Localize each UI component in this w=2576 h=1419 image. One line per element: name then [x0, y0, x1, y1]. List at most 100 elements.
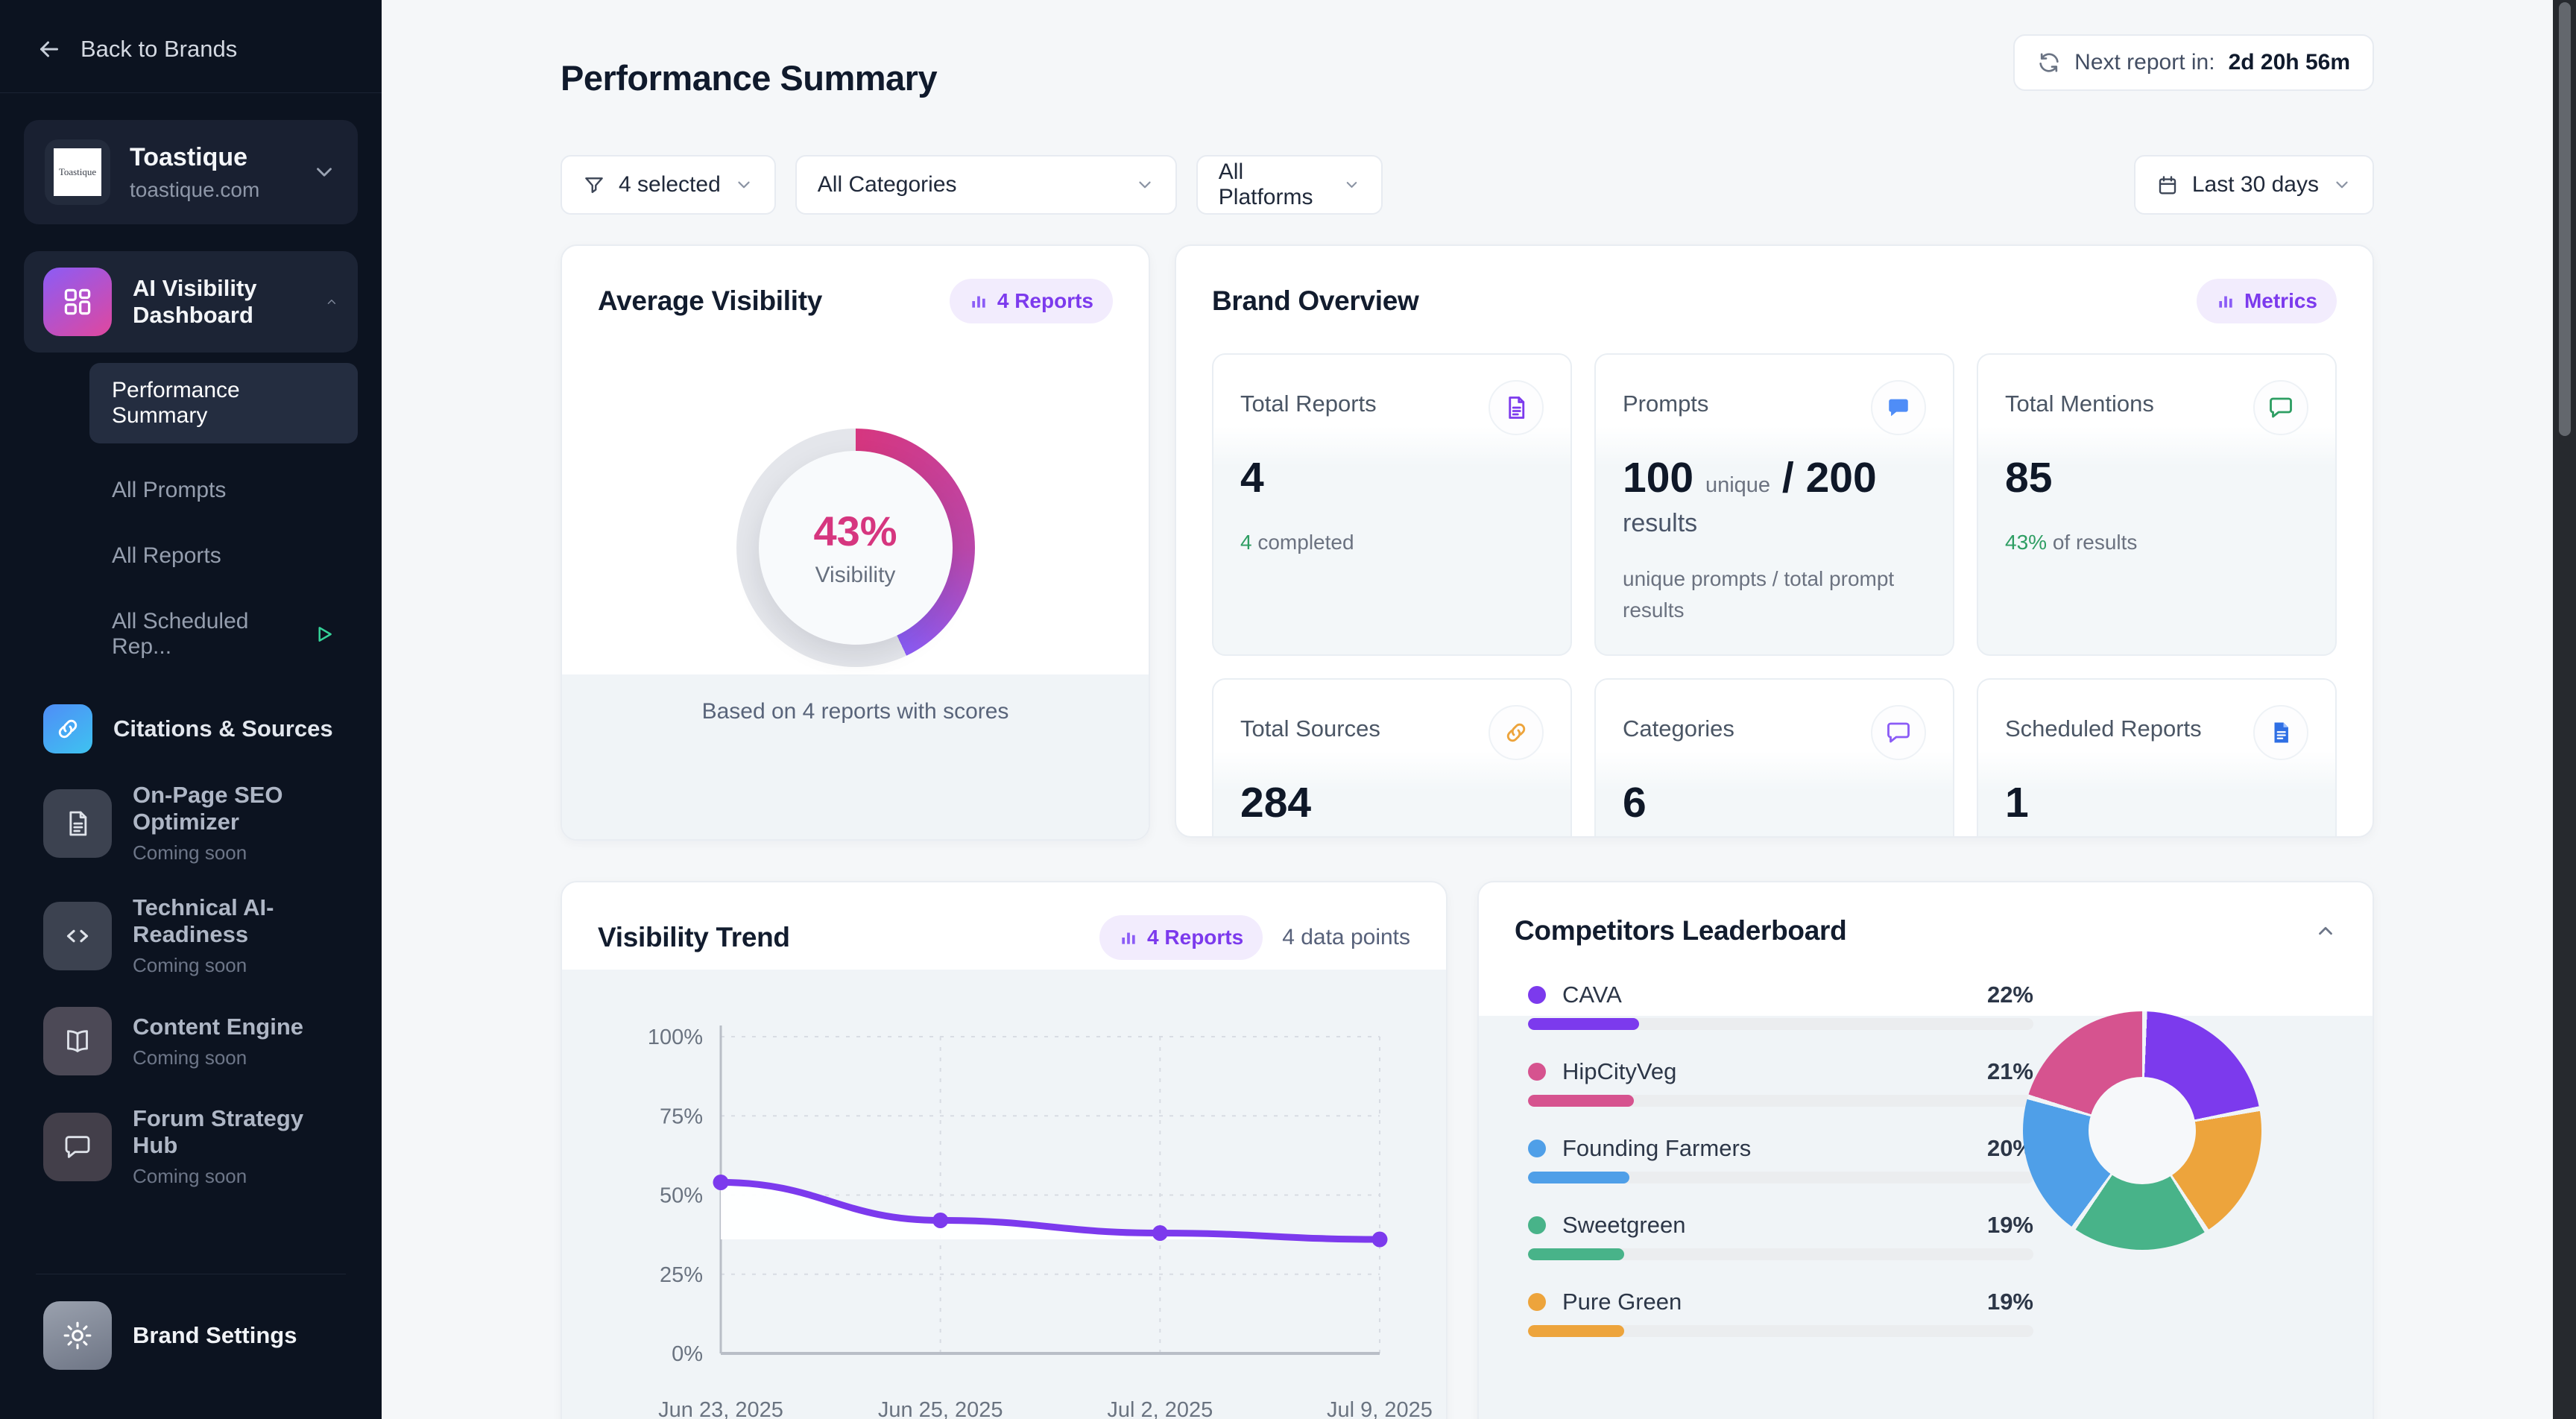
arrow-left-icon	[40, 41, 58, 57]
card-title: Visibility Trend	[598, 921, 790, 952]
link-icon	[43, 704, 92, 753]
legend-dot	[1528, 1062, 1546, 1081]
sidebar-item-label: Brand Settings	[133, 1322, 297, 1348]
svg-text:0%: 0%	[672, 1342, 703, 1366]
competitor-row[interactable]: Founding Farmers 20%	[1528, 1131, 2033, 1183]
card-title: Competitors Leaderboard	[1515, 914, 1847, 946]
legend-dot	[1528, 985, 1546, 1004]
share-bar	[1528, 1248, 2033, 1260]
metrics-badge: Metrics	[2196, 278, 2337, 323]
svg-text:75%: 75%	[660, 1104, 703, 1128]
tool-label: Content Engine	[133, 1013, 304, 1040]
sidebar-item-all-scheduled-reports[interactable]: All Scheduled Rep...	[89, 594, 358, 674]
main-content: Performance Summary Next report in: 2d 2…	[382, 0, 2576, 1419]
tool-label: On-Page SEO Optimizer	[133, 782, 283, 835]
sidebar-item-all-prompts[interactable]: All Prompts	[112, 478, 227, 502]
chat-icon	[43, 1112, 112, 1181]
file-text-icon	[1489, 379, 1544, 435]
chevron-down-icon	[1139, 181, 1151, 189]
dashboard-subnav: Performance Summary All Prompts All Repo…	[89, 363, 358, 685]
tool-status: Coming soon	[133, 954, 247, 976]
sidebar-item-citations-sources[interactable]: Citations & Sources	[24, 698, 358, 759]
tool-status: Coming soon	[133, 841, 247, 864]
stat-tile-total-reports: Total Reports 4 4 completed	[1212, 353, 1572, 656]
stat-tile-total-mentions: Total Mentions 85 43% of results	[1977, 353, 2337, 656]
back-label: Back to Brands	[80, 36, 238, 62]
chevron-down-icon	[317, 168, 332, 177]
stat-tile-categories: Categories 6 unique categories	[1594, 677, 1954, 836]
competitor-row[interactable]: HipCityVeg 21%	[1528, 1055, 2033, 1107]
chevron-down-icon	[738, 181, 750, 189]
card-title: Average Visibility	[598, 285, 823, 316]
categories-select[interactable]: All Categories	[795, 154, 1177, 215]
gauge-value: 43%	[813, 508, 897, 555]
next-report-label: Next report in:	[2074, 50, 2215, 75]
brand-domain: toastique.com	[130, 177, 260, 201]
share-bar	[1528, 1094, 2033, 1107]
categories-value: All Categories	[817, 171, 957, 197]
gear-icon	[43, 1301, 112, 1370]
sidebar-item-technical-ai-readiness[interactable]: Technical AI-Readiness Coming soon	[24, 890, 358, 982]
share-bar	[1528, 1171, 2033, 1183]
funnel-icon	[585, 177, 603, 193]
sidebar-item-ai-visibility-dashboard[interactable]: AI Visibility Dashboard	[24, 251, 358, 353]
svg-text:25%: 25%	[660, 1263, 703, 1287]
chat-icon	[2253, 379, 2308, 435]
visibility-trend-chart: 100% 75% 50% 25% 0% Jun 23, 2025 Jun 25, 2025 J…	[648, 1025, 1433, 1419]
scrollbar-thumb[interactable]	[2559, 2, 2571, 436]
svg-text:100%: 100%	[648, 1025, 703, 1049]
brand-overview-card: Brand Overview Metrics Total Reports	[1175, 244, 2374, 838]
competitors-list: CAVA 22% HipCityVeg 21% Founding Farmers 20…	[1528, 978, 2033, 1362]
back-to-brands[interactable]: Back to Brands	[0, 0, 382, 93]
svg-text:Jun 25, 2025: Jun 25, 2025	[878, 1398, 1003, 1419]
sidebar-item-brand-settings[interactable]: Brand Settings	[24, 1297, 358, 1374]
prompts-filter-button[interactable]: 4 selected	[561, 154, 776, 215]
platforms-select[interactable]: All Platforms	[1196, 154, 1383, 215]
bar-chart-icon	[1122, 932, 1135, 944]
chevron-down-icon	[2336, 181, 2348, 189]
average-visibility-card: Average Visibility 4 Reports 43% Visibil…	[561, 244, 1150, 841]
gauge-label: Visibility	[815, 563, 896, 588]
book-icon	[43, 1007, 112, 1075]
sidebar-item-performance-summary[interactable]: Performance Summary	[89, 363, 358, 443]
gauge-note: Based on 4 reports with scores	[701, 698, 1009, 724]
next-report-card: Next report in: 2d 20h 56m	[2013, 34, 2374, 91]
svg-text:50%: 50%	[660, 1183, 703, 1207]
svg-text:Jun 23, 2025: Jun 23, 2025	[658, 1398, 783, 1419]
sidebar-item-all-reports[interactable]: All Reports	[112, 543, 221, 568]
document-icon	[43, 788, 112, 858]
svg-text:Jul 2, 2025: Jul 2, 2025	[1107, 1398, 1213, 1419]
share-bar	[1528, 1017, 2033, 1030]
competitor-row[interactable]: Sweetgreen 19%	[1528, 1208, 2033, 1260]
sidebar: Back to Brands Toastique Toastique toast…	[0, 0, 382, 1419]
competitor-row[interactable]: Pure Green 19%	[1528, 1285, 2033, 1337]
stat-tile-prompts: Prompts 100 unique / 200 results unique …	[1594, 353, 1954, 656]
sidebar-item-onpage-seo[interactable]: On-Page SEO Optimizer Coming soon	[24, 777, 358, 869]
competitor-row[interactable]: CAVA 22%	[1528, 978, 2033, 1030]
code-icon	[43, 901, 112, 970]
dashboard-grid-icon	[43, 268, 112, 336]
date-range-button[interactable]: Last 30 days	[2133, 154, 2374, 215]
tool-label: Technical AI-Readiness	[133, 894, 274, 947]
card-title: Brand Overview	[1212, 285, 1419, 316]
file-text-icon	[2253, 704, 2308, 760]
share-bar	[1528, 1324, 2033, 1337]
chevron-up-icon[interactable]	[2314, 920, 2337, 942]
next-report-value: 2d 20h 56m	[2228, 50, 2350, 75]
tool-status: Coming soon	[133, 1165, 247, 1187]
sidebar-item-forum-strategy-hub[interactable]: Forum Strategy Hub Coming soon	[24, 1101, 358, 1192]
page-title: Performance Summary	[561, 58, 938, 98]
reports-badge: 4 Reports	[949, 278, 1113, 323]
chat-icon	[1871, 704, 1926, 760]
visibility-trend-card: Visibility Trend 4 Reports 4 data points…	[561, 880, 1448, 1419]
legend-dot	[1528, 1139, 1546, 1157]
sidebar-item-content-engine[interactable]: Content Engine Coming soon	[24, 1002, 358, 1080]
sidebar-item-label: AI Visibility Dashboard	[133, 275, 257, 328]
prompts-filter-label: 4 selected	[619, 171, 721, 197]
chevron-up-icon	[327, 300, 336, 304]
brand-logo-text: Toastique	[58, 166, 97, 177]
brand-selector[interactable]: Toastique Toastique toastique.com	[24, 120, 358, 224]
competitors-donut-chart	[2023, 1011, 2261, 1250]
scrollbar[interactable]	[2553, 0, 2576, 1419]
competitors-leaderboard-card: Competitors Leaderboard CAVA 22% HipCityV…	[1477, 880, 2374, 1419]
